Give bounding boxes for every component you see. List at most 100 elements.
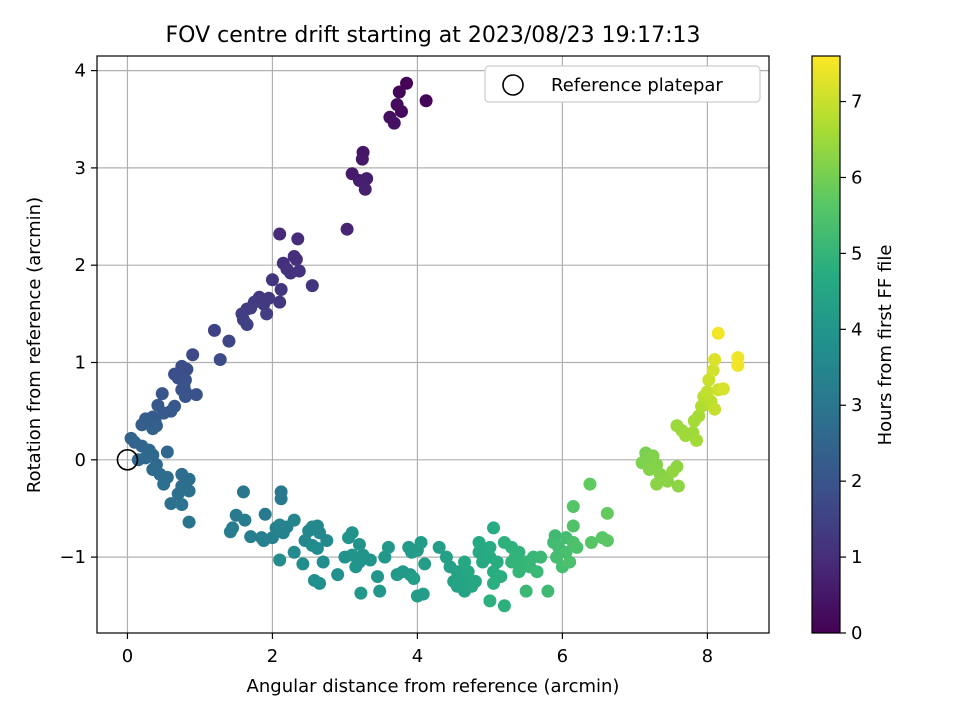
- data-point: [505, 555, 519, 569]
- plot-background: [97, 56, 769, 633]
- data-point: [287, 545, 301, 559]
- data-point: [541, 584, 555, 598]
- data-point: [702, 373, 716, 387]
- data-point: [273, 227, 287, 241]
- data-point: [135, 418, 149, 432]
- data-point: [354, 586, 368, 600]
- data-point: [373, 584, 387, 598]
- data-point: [273, 295, 287, 309]
- y-tick-label: 4: [75, 61, 86, 82]
- data-point: [566, 519, 580, 533]
- data-point: [519, 584, 533, 598]
- colorbar-gradient: [812, 56, 840, 633]
- reference-platepar-marker: [116, 449, 139, 471]
- data-point: [257, 534, 271, 548]
- data-point: [240, 318, 254, 332]
- data-point: [157, 477, 171, 491]
- data-point: [274, 492, 288, 506]
- data-point: [661, 474, 675, 488]
- data-point: [171, 487, 185, 501]
- y-tick-label: 0: [75, 450, 86, 471]
- data-point: [487, 576, 501, 590]
- data-point: [213, 353, 227, 367]
- data-point: [407, 572, 421, 586]
- data-point: [400, 76, 414, 90]
- data-point: [223, 525, 237, 539]
- y-tick-label: −1: [59, 547, 86, 568]
- data-point: [160, 445, 174, 459]
- colorbar-tick-label: 6: [851, 167, 862, 188]
- data-point: [419, 94, 433, 108]
- data-point: [207, 323, 221, 337]
- data-point: [390, 98, 404, 112]
- data-point: [157, 406, 171, 420]
- data-point: [305, 279, 319, 293]
- data-point: [292, 264, 306, 278]
- data-point: [287, 513, 301, 527]
- data-point: [563, 555, 577, 569]
- data-point: [345, 526, 359, 540]
- data-point: [534, 550, 548, 564]
- data-point: [570, 540, 584, 554]
- data-point: [600, 534, 614, 548]
- data-point: [186, 348, 200, 362]
- data-point: [316, 555, 330, 569]
- data-point: [381, 540, 395, 554]
- data-point: [458, 555, 472, 569]
- data-point: [291, 232, 305, 246]
- plot-area: 0 2 4 6 8 −1 0 1 2 3 4: [59, 55, 770, 667]
- colorbar-tick-label: 3: [851, 395, 862, 416]
- legend-box: [484, 65, 761, 103]
- data-point: [155, 387, 169, 401]
- colorbar-tick-label: 0: [851, 623, 862, 644]
- data-point: [358, 182, 372, 196]
- data-point: [273, 553, 287, 567]
- data-point: [483, 594, 497, 608]
- data-point: [497, 599, 511, 613]
- colorbar-frame: [811, 55, 841, 634]
- data-point: [178, 390, 192, 404]
- data-point: [708, 402, 722, 416]
- data-point: [487, 521, 501, 535]
- colorbar-tick-label: 2: [851, 471, 862, 492]
- x-tick-label: 4: [412, 646, 423, 667]
- data-point: [355, 152, 369, 166]
- data-point: [731, 358, 745, 372]
- data-point: [363, 553, 377, 567]
- data-point: [180, 362, 194, 376]
- data-point: [387, 116, 401, 130]
- data-point: [642, 463, 656, 477]
- data-point: [418, 557, 432, 571]
- data-point: [666, 464, 680, 478]
- data-point: [360, 172, 374, 186]
- y-tick-label: 2: [75, 255, 86, 276]
- data-point: [320, 534, 334, 548]
- legend: Reference platepar: [484, 65, 761, 103]
- legend-label-reference: Reference platepar: [551, 75, 723, 96]
- data-point: [716, 382, 730, 396]
- data-point: [483, 540, 497, 554]
- data-point: [512, 545, 526, 559]
- data-point: [584, 536, 598, 550]
- x-tick-label: 6: [557, 646, 568, 667]
- data-point: [650, 477, 664, 491]
- colorbar-tick-label: 4: [851, 319, 862, 340]
- colorbar: 0 1 2 3 4 5 6 7 Hours from first FF file: [811, 55, 896, 644]
- colorbar-label: Hours from first FF file: [875, 245, 896, 446]
- colorbar-ticks: 0 1 2 3 4 5 6 7: [840, 92, 862, 644]
- data-point: [258, 507, 272, 521]
- legend-marker-reference: [502, 74, 524, 96]
- data-point: [182, 484, 196, 498]
- data-point: [164, 497, 178, 511]
- data-point: [708, 353, 722, 367]
- data-point: [289, 252, 303, 266]
- scatter-points: [124, 76, 745, 613]
- data-point: [468, 574, 482, 588]
- data-point: [131, 453, 145, 467]
- data-point: [349, 560, 363, 574]
- data-point: [600, 506, 614, 520]
- plot-frame: [96, 55, 770, 634]
- data-point: [392, 85, 406, 99]
- x-tick-label: 2: [267, 646, 278, 667]
